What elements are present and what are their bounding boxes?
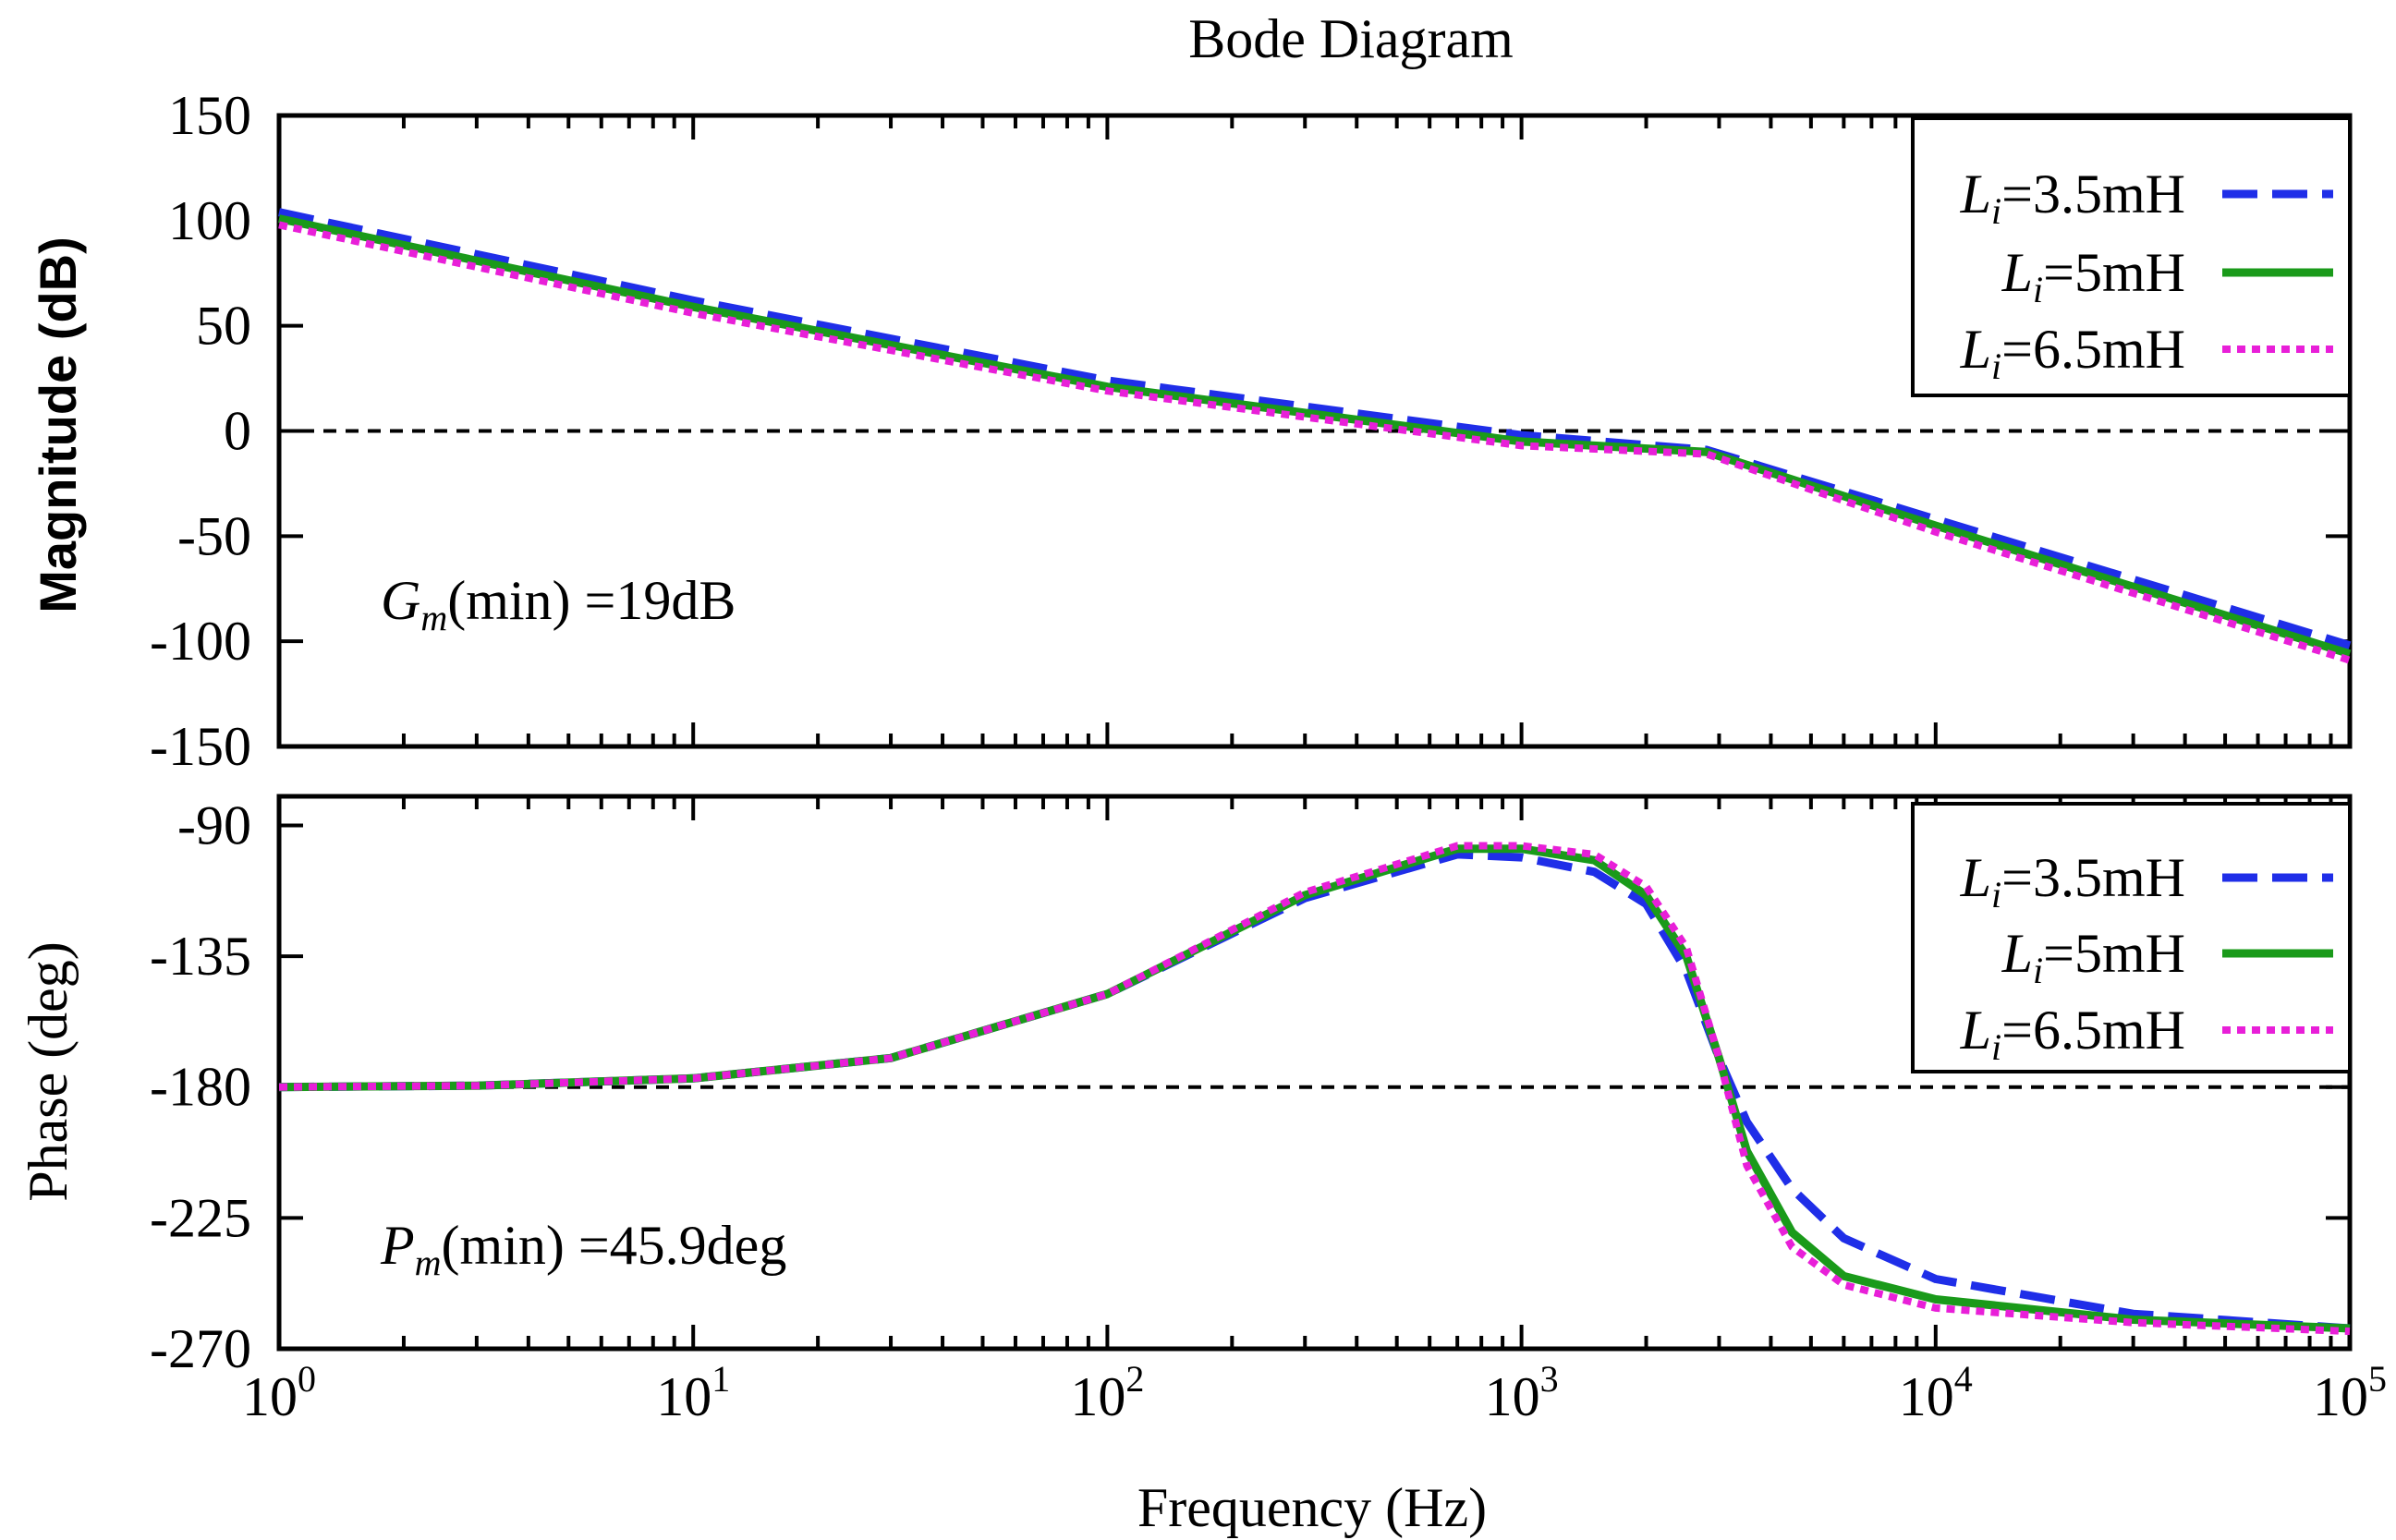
- x-tick-label: 104: [1899, 1358, 1973, 1427]
- x-tick-label: 103: [1485, 1358, 1559, 1427]
- legend-label: Li=3.5mH: [1960, 847, 2185, 916]
- legend-box: [1911, 802, 2352, 1073]
- y-tick-label: 0: [224, 401, 251, 462]
- margin-annotation: Gm(min) =19dB: [381, 570, 736, 638]
- y-tick-label: -135: [150, 926, 251, 987]
- y-tick-label: -225: [150, 1187, 251, 1248]
- series-line-5mH: [278, 214, 2352, 659]
- x-tick-label: 102: [1070, 1358, 1144, 1427]
- x-axis-label: Frequency (Hz): [1137, 1477, 1487, 1538]
- legend-label: Li=5mH: [2001, 923, 2185, 991]
- y-tick-label: 150: [168, 85, 251, 146]
- series-line-6.5mH: [278, 221, 2352, 664]
- y-tick-label: -50: [177, 505, 251, 566]
- x-tick-label: 100: [242, 1358, 316, 1427]
- series-line-3.5mH: [278, 208, 2352, 650]
- y-tick-label: -270: [150, 1318, 251, 1379]
- legend-label: Li=6.5mH: [1960, 1000, 2185, 1068]
- legend-label: Li=5mH: [2001, 242, 2185, 310]
- legend: Li=3.5mH Li=5mH Li=6.5mH: [1911, 116, 2352, 397]
- y-tick-label: -100: [150, 611, 251, 672]
- x-tick-label: 105: [2313, 1358, 2387, 1427]
- frequency-axis: 100 101 102 103 104 105: [242, 1358, 2387, 1427]
- phase-axis-label: Phase (deg): [18, 941, 79, 1202]
- legend-label: Li=6.5mH: [1960, 319, 2185, 387]
- legend-box: [1911, 116, 2352, 397]
- y-tick-label: 100: [168, 190, 251, 251]
- y-tick-label: -180: [150, 1057, 251, 1118]
- y-tick-label: 50: [196, 296, 251, 357]
- series-line-6.5mH: [278, 842, 2351, 1336]
- margin-annotation: Pm(min) =45.9deg: [380, 1215, 786, 1283]
- magnitude-axis-label: Magnitude (dB): [29, 236, 87, 612]
- chart-title: Bode Diagram: [1188, 8, 1514, 69]
- legend: Li=3.5mH Li=5mH Li=6.5mH: [1911, 802, 2352, 1073]
- phase-panel: -90 -135 -180 -225 -270 Pm(min) =45.9deg Li=3.…: [150, 794, 2353, 1379]
- legend-label: Li=3.5mH: [1960, 164, 2185, 232]
- magnitude-panel: 150 100 50 0 -50 -100 -150 Gm(min) =19dB Li=3.5m…: [150, 85, 2353, 777]
- y-tick-label: -90: [177, 794, 251, 855]
- y-tick-label: -150: [150, 716, 251, 777]
- x-tick-label: 101: [656, 1358, 730, 1427]
